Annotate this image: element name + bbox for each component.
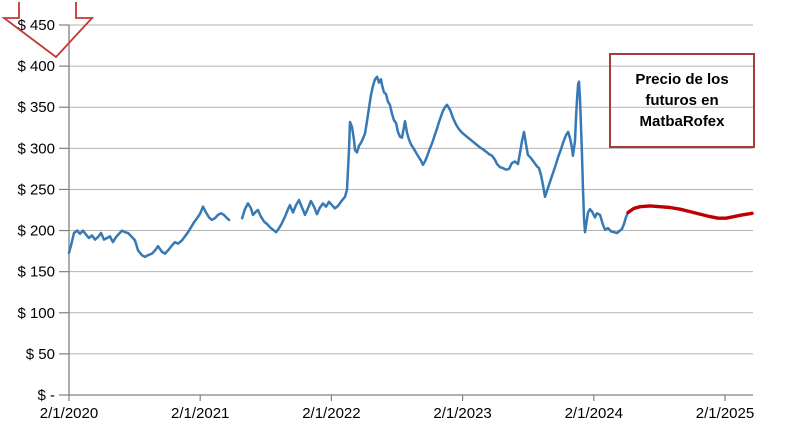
historical-series-line xyxy=(67,75,630,259)
x-tick-label: 2/1/2021 xyxy=(171,405,229,422)
futures-callout-text: Precio de los futuros en MatbaRofex xyxy=(635,71,729,130)
y-tick-label: $ 50 xyxy=(26,346,55,363)
futures-series-line xyxy=(626,204,754,220)
futures-callout-box: Precio de los futuros en MatbaRofex xyxy=(609,53,755,148)
y-tick-label: $ 300 xyxy=(17,140,55,157)
y-tick-label: $ 150 xyxy=(17,264,55,281)
y-tick-label: $ 450 xyxy=(17,17,55,34)
down-arrow-icon xyxy=(1,2,95,59)
y-tick-label: $ 250 xyxy=(17,181,55,198)
x-tick-label: 2/1/2025 xyxy=(696,405,754,422)
y-tick-label: $ - xyxy=(37,387,55,404)
x-tick-label: 2/1/2022 xyxy=(302,405,360,422)
y-tick-label: $ 400 xyxy=(17,58,55,75)
y-tick-label: $ 350 xyxy=(17,99,55,116)
x-tick-label: 2/1/2023 xyxy=(433,405,491,422)
y-tick-label: $ 200 xyxy=(17,223,55,240)
y-tick-label: $ 100 xyxy=(17,305,55,322)
x-tick-label: 2/1/2020 xyxy=(40,405,98,422)
x-tick-label: 2/1/2024 xyxy=(565,405,623,422)
